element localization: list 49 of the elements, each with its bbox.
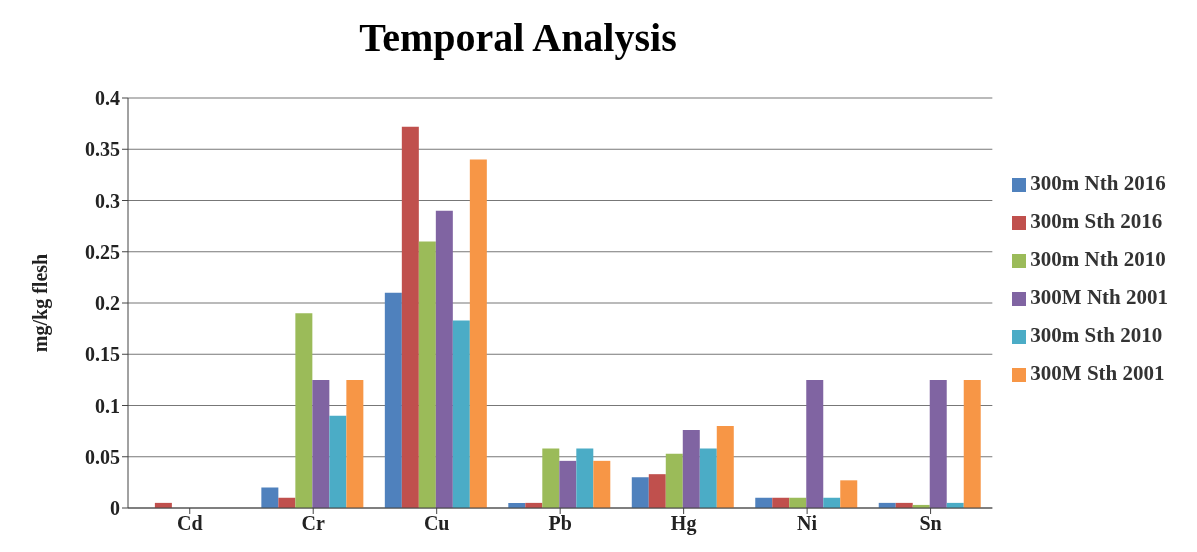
bar xyxy=(452,320,470,508)
bar xyxy=(963,379,981,508)
x-tick-label: Cr xyxy=(301,512,325,535)
bar xyxy=(418,241,436,508)
y-tick-label: 0.1 xyxy=(95,394,120,417)
bar xyxy=(384,292,402,508)
legend-label: 300m Nth 2010 xyxy=(1030,247,1166,271)
bar xyxy=(469,159,487,508)
y-tick-label: 0.35 xyxy=(85,138,120,161)
y-tick-label: 0.15 xyxy=(85,343,120,366)
bar xyxy=(329,415,347,508)
y-tick-label: 0.05 xyxy=(85,445,120,468)
bar xyxy=(806,379,824,508)
legend-label: 300m Sth 2016 xyxy=(1030,209,1163,233)
y-tick-label: 0.3 xyxy=(95,189,120,212)
bar xyxy=(665,453,683,508)
x-tick-label: Cu xyxy=(423,512,450,535)
bar xyxy=(435,210,453,508)
bar xyxy=(559,460,577,508)
bar xyxy=(593,460,611,508)
x-tick-label: Sn xyxy=(919,512,942,535)
legend-label: 300M Nth 2001 xyxy=(1030,285,1168,309)
bar xyxy=(346,379,364,508)
x-tick-label: Ni xyxy=(797,512,818,535)
bar xyxy=(631,477,649,508)
bar xyxy=(261,487,279,508)
legend-label: 300M Sth 2001 xyxy=(1030,361,1165,385)
legend-label: 300m Nth 2016 xyxy=(1030,171,1166,195)
bar xyxy=(716,426,734,508)
bar xyxy=(682,430,700,508)
bar xyxy=(295,313,313,508)
bar xyxy=(576,448,594,508)
bar xyxy=(840,480,858,508)
x-tick-label: Pb xyxy=(548,512,572,535)
bar xyxy=(699,448,717,508)
legend-label: 300m Sth 2010 xyxy=(1030,323,1163,347)
y-tick-label: 0 xyxy=(110,497,120,520)
bar xyxy=(312,379,330,508)
y-tick-label: 0.4 xyxy=(95,87,120,110)
x-tick-label: Hg xyxy=(670,512,697,536)
bar xyxy=(929,379,947,508)
bar xyxy=(542,448,560,508)
bar xyxy=(648,474,666,508)
bar xyxy=(401,126,419,508)
y-tick-label: 0.2 xyxy=(95,292,120,315)
chart-title: Temporal Analysis xyxy=(358,14,678,61)
y-axis-title: mg/kg flesh xyxy=(29,253,53,353)
x-tick-label: Cd xyxy=(176,512,203,535)
y-tick-label: 0.25 xyxy=(85,240,120,263)
